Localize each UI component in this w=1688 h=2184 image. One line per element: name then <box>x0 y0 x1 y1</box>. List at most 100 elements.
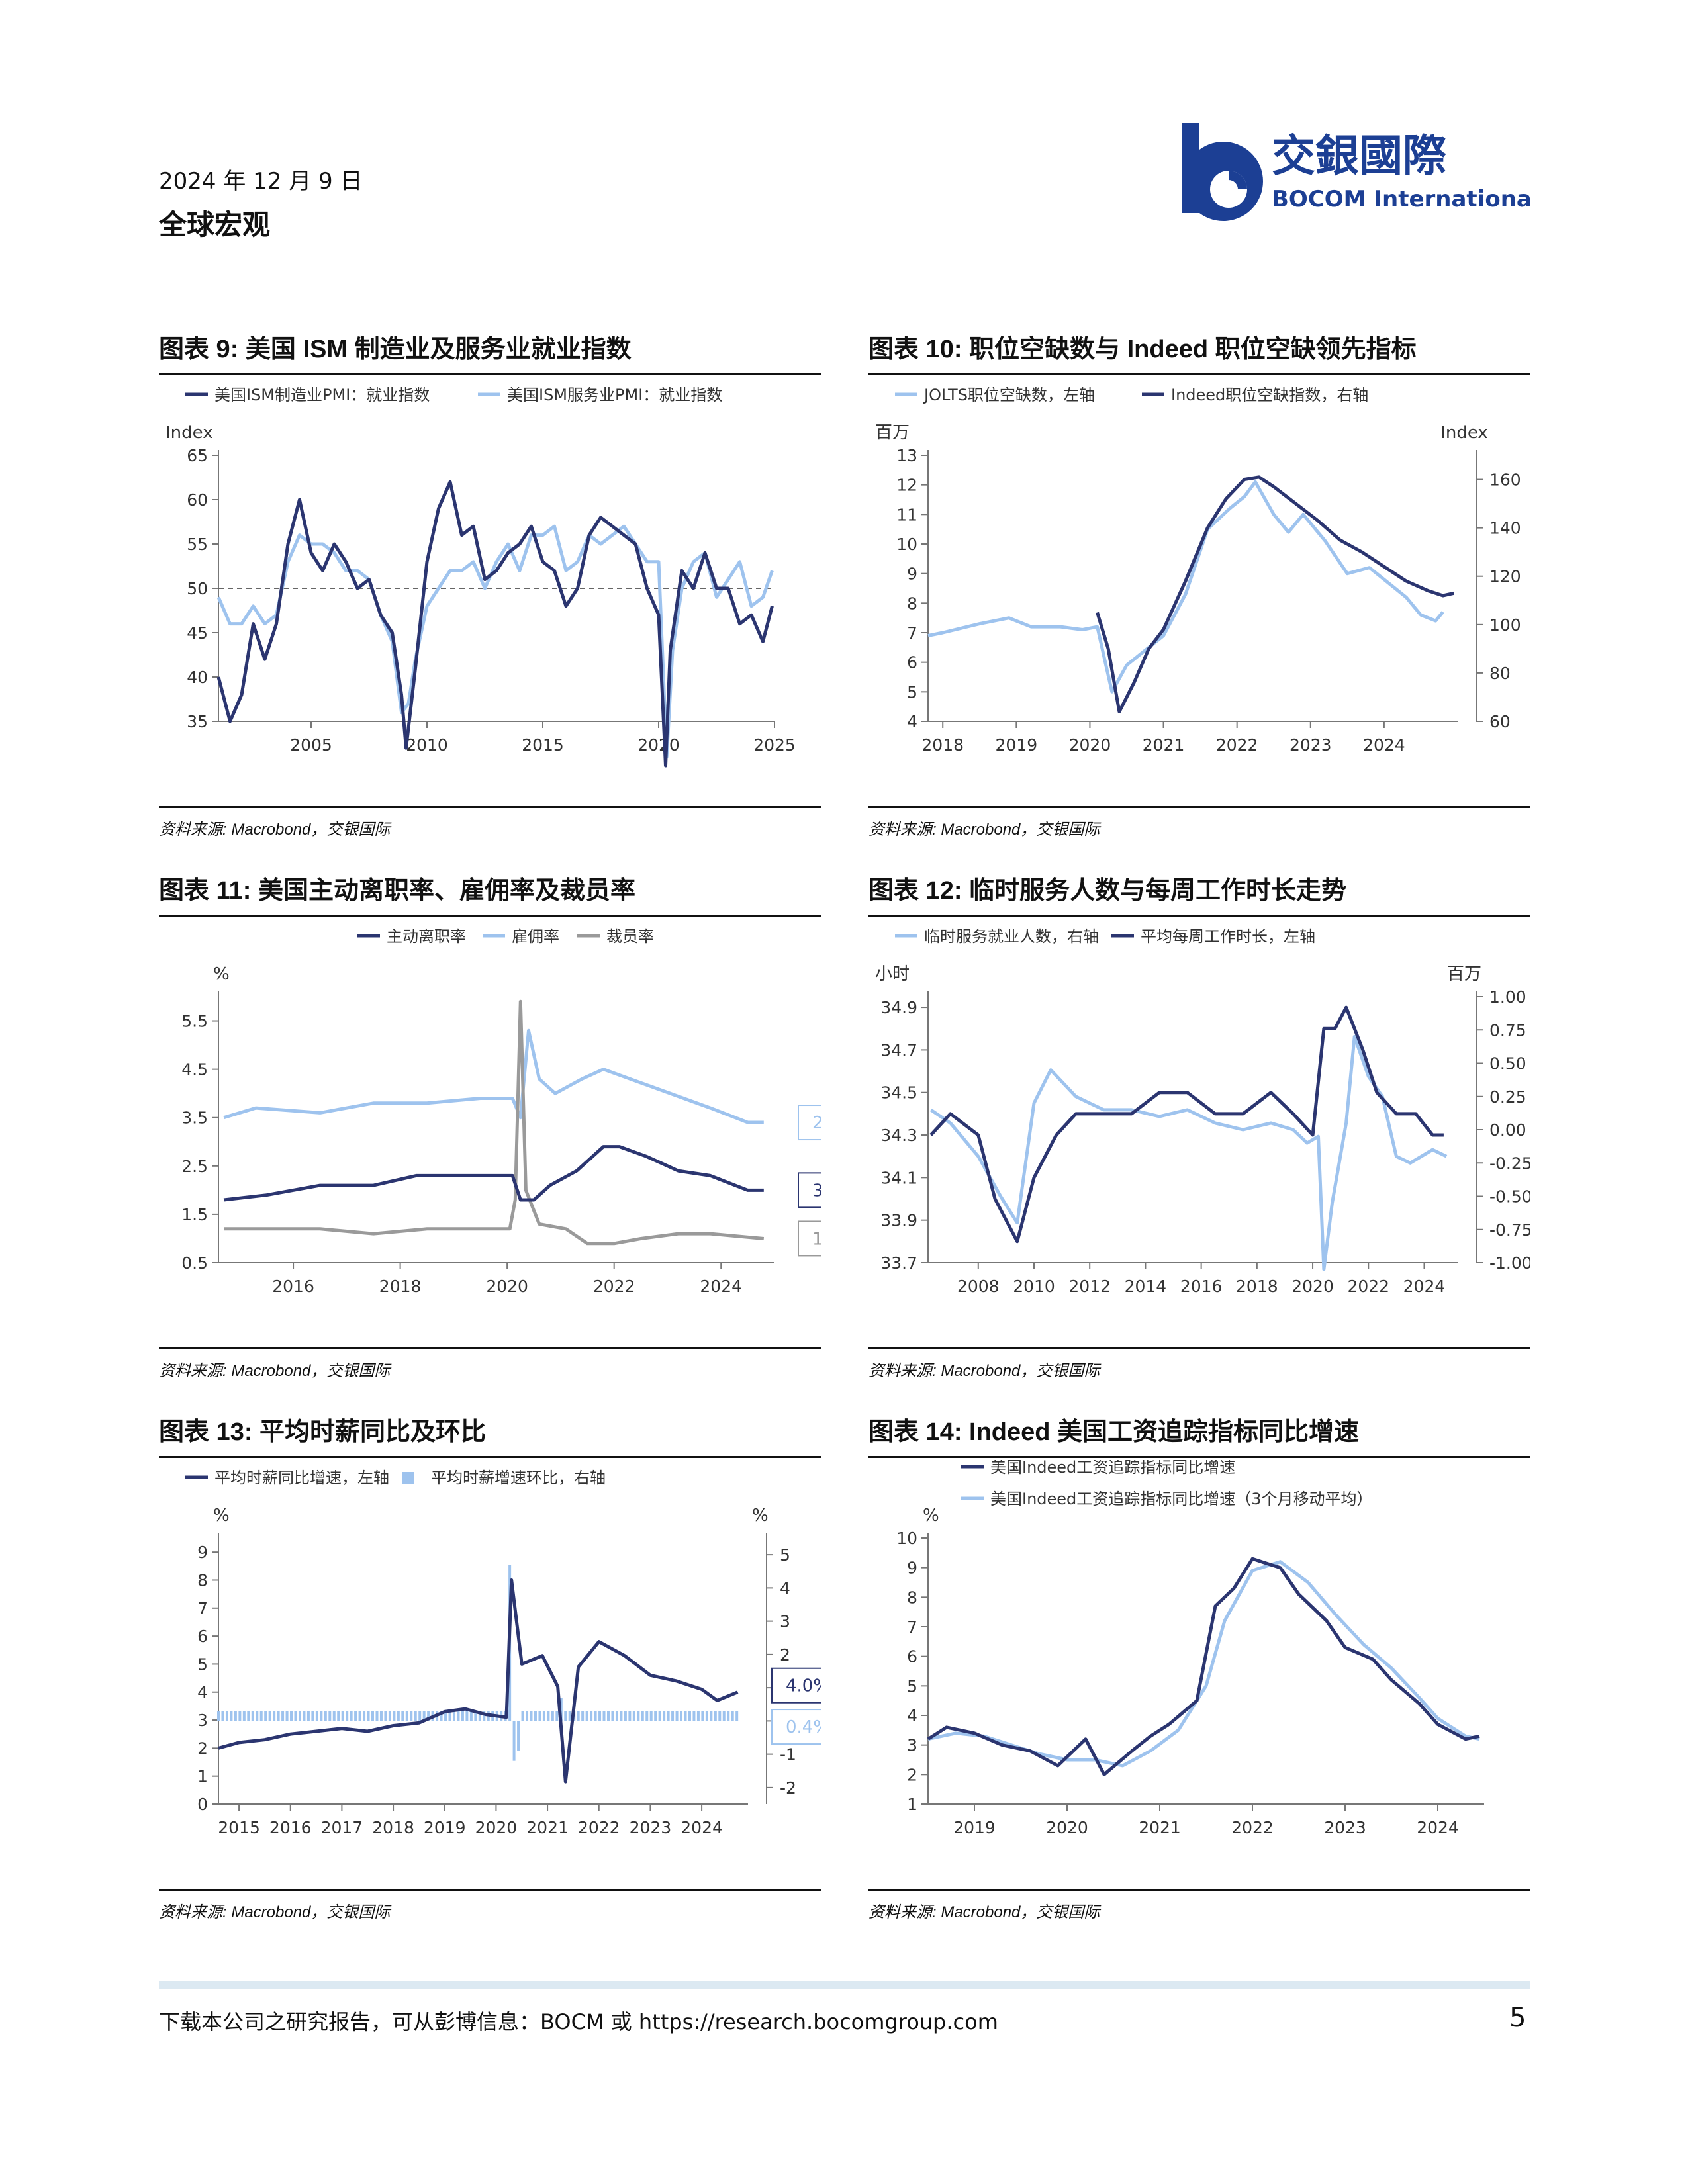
bar-monthly-change <box>298 1711 301 1721</box>
chart-panel-10: 图表 10: 职位空缺数与 Indeed 职位空缺领先指标 JOLTS职位空缺数… <box>868 330 1530 859</box>
y-tick-label: 45 <box>187 623 208 643</box>
legend-label: 平均时薪增速环比，右轴 <box>431 1469 606 1487</box>
bar-monthly-change <box>264 1711 267 1721</box>
y-tick-label: 9 <box>907 1559 917 1578</box>
x-tick-label: 2015 <box>218 1818 260 1837</box>
y2-tick-label: 0.00 <box>1489 1120 1526 1140</box>
y-tick-label: 3.5 <box>181 1109 208 1128</box>
chart-panel-11: 图表 11: 美国主动离职率、雇佣率及裁员率 主动离职率 雇佣率 裁员率% 0.5 1.… <box>159 871 821 1400</box>
bar-monthly-change <box>315 1711 318 1721</box>
page-number: 5 <box>1509 2003 1526 2033</box>
y-tick-label: 3 <box>197 1711 208 1730</box>
y2-tick-label: 60 <box>1489 712 1511 731</box>
bar-monthly-change <box>696 1711 700 1721</box>
bar-monthly-change <box>337 1711 340 1721</box>
chart-quits-hires-layoffs: 主动离职率 雇佣率 裁员率% 0.5 1.5 2.5 3.5 4.5 5.5 2016 2018 20… <box>181 927 821 1296</box>
y-axis-unit-right: 百万 <box>1447 964 1481 984</box>
x-tick-label: 2024 <box>680 1818 723 1837</box>
legend-label: 美国Indeed工资追踪指标同比增速（3个月移动平均） <box>990 1490 1373 1508</box>
y-tick-label: 55 <box>187 535 208 554</box>
x-tick-label: 2018 <box>921 735 964 754</box>
bar-monthly-change <box>714 1711 717 1721</box>
legend-label: Indeed职位空缺指数，右轴 <box>1171 386 1368 404</box>
x-tick-label: 2018 <box>379 1277 422 1296</box>
y-axis-unit-right: % <box>752 1506 769 1525</box>
y-tick-label: 34.5 <box>880 1083 917 1103</box>
bar-monthly-change <box>628 1711 632 1721</box>
bar-monthly-change <box>393 1711 396 1721</box>
legend-label: 美国ISM制造业PMI：就业指数 <box>214 386 430 404</box>
bar-monthly-change <box>483 1711 486 1721</box>
bar-monthly-change <box>474 1711 477 1721</box>
bar-monthly-change <box>645 1711 649 1721</box>
legend-label: 临时服务就业人数，右轴 <box>924 927 1099 946</box>
bar-monthly-change <box>448 1711 451 1721</box>
bar-monthly-change <box>324 1711 327 1721</box>
bar-monthly-change <box>547 1711 550 1721</box>
bar-monthly-change <box>247 1711 250 1721</box>
bar-monthly-change <box>256 1711 259 1721</box>
company-logo: 交銀國際 BOCOM International <box>1182 123 1533 221</box>
chart-hourly-earnings: 平均时薪同比增速，左轴平均时薪增速环比，右轴%%0123456789-2-101… <box>185 1469 821 1837</box>
y2-tick-label: -1.00 <box>1489 1253 1530 1273</box>
y2-tick-label: 160 <box>1489 471 1521 490</box>
bar-monthly-change <box>242 1711 246 1721</box>
bar-monthly-change <box>641 1711 644 1721</box>
y-tick-label: 65 <box>187 446 208 465</box>
end-label-box <box>798 1220 821 1257</box>
bar-monthly-change <box>414 1711 417 1721</box>
bar-monthly-change <box>290 1711 293 1721</box>
end-label: 4.0% <box>786 1676 821 1696</box>
bar-monthly-change <box>379 1711 383 1721</box>
y-tick-label: 11 <box>896 505 917 524</box>
bar-monthly-change <box>277 1711 280 1721</box>
bar-monthly-change <box>410 1711 413 1721</box>
bar-monthly-change <box>363 1711 366 1721</box>
y2-tick-label: -0.25 <box>1489 1154 1530 1173</box>
y2-tick-label: 0.50 <box>1489 1054 1526 1073</box>
y-tick-label: 34.7 <box>880 1040 917 1060</box>
end-label: 3.4% <box>812 1181 821 1201</box>
chart-source: 资料来源: Macrobond，交银国际 <box>159 1889 821 1922</box>
series-line <box>927 480 1444 694</box>
bar-monthly-change <box>294 1711 297 1721</box>
y2-tick-label: 5 <box>780 1545 790 1565</box>
bar-monthly-change <box>671 1711 675 1721</box>
y2-tick-label: 80 <box>1489 664 1511 683</box>
chart-title: 图表 14: Indeed 美国工资追踪指标同比增速 <box>868 1412 1530 1458</box>
y2-tick-label: 0.75 <box>1489 1021 1526 1040</box>
y-tick-label: 34.1 <box>880 1168 917 1187</box>
x-tick-label: 2020 <box>1069 735 1111 754</box>
chart-source: 资料来源: Macrobond，交银国际 <box>868 1347 1530 1381</box>
y-tick-label: 12 <box>896 476 917 495</box>
x-tick-label: 2022 <box>1216 735 1258 754</box>
bar-monthly-change <box>521 1711 524 1721</box>
chart-title: 图表 9: 美国 ISM 制造业及服务业就业指数 <box>159 330 821 375</box>
y-tick-label: 34.9 <box>880 998 917 1017</box>
end-label-box <box>798 1172 821 1208</box>
bar-monthly-change <box>688 1711 691 1721</box>
x-tick-label: 2024 <box>1403 1277 1446 1296</box>
y2-tick-label: 4 <box>780 1578 790 1598</box>
bar-monthly-change <box>350 1711 353 1721</box>
bar-monthly-change <box>542 1711 545 1721</box>
bar-monthly-change <box>667 1711 670 1721</box>
x-tick-label: 2005 <box>290 735 332 754</box>
y2-tick-label: -0.75 <box>1489 1220 1530 1240</box>
legend-label: 裁员率 <box>606 927 654 946</box>
y2-tick-label: 120 <box>1489 567 1521 586</box>
y-tick-label: 8 <box>907 594 917 613</box>
bar-monthly-change <box>538 1711 541 1721</box>
bar-monthly-change <box>658 1711 661 1721</box>
x-tick-label: 2025 <box>753 735 796 754</box>
y-tick-label: 8 <box>197 1570 208 1590</box>
y-tick-label: 5 <box>907 1676 917 1696</box>
bar-monthly-change <box>388 1711 391 1721</box>
y-tick-label: 9 <box>197 1543 208 1562</box>
bar-monthly-change <box>718 1711 722 1721</box>
x-tick-label: 2008 <box>957 1277 1000 1296</box>
legend-swatch <box>402 1472 414 1484</box>
bar-monthly-change <box>637 1711 640 1721</box>
x-tick-label: 2012 <box>1068 1277 1111 1296</box>
